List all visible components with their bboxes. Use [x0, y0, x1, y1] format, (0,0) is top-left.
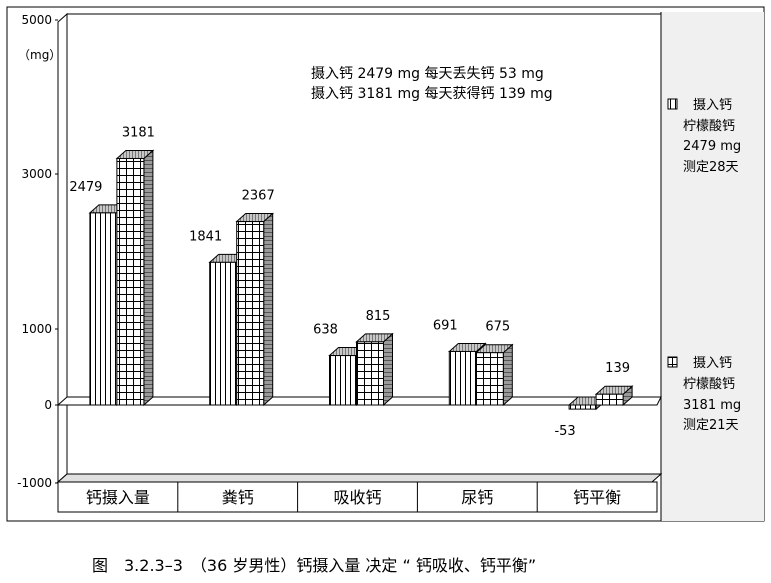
bar [115, 149, 155, 407]
bar-side [502, 343, 513, 407]
legend-1-line-3: 2479 mg [683, 139, 741, 154]
bar-front [209, 261, 238, 406]
bar-side [263, 212, 274, 407]
y-tick-label: 5000 [21, 13, 52, 27]
bar-front [568, 404, 597, 410]
bar-front [475, 352, 504, 406]
legend-1-line-2: 柠檬酸钙 [683, 119, 735, 134]
bar [235, 212, 275, 407]
legend-panel [661, 12, 764, 521]
category-label: 吸收钙 [333, 488, 381, 507]
data-label: 815 [366, 309, 391, 324]
legend-2-line-1: 摄入钙 [693, 356, 732, 371]
category-label: 粪钙 [222, 488, 254, 507]
bar-front [356, 341, 384, 406]
legend-2-line-2: 柠檬酸钙 [683, 377, 735, 392]
annotation-line-1: 摄入钙 2479 mg 每天丢失钙 53 mg [311, 66, 544, 82]
bar-front [448, 350, 477, 406]
data-label: 139 [605, 361, 630, 376]
data-label: 638 [313, 323, 338, 338]
bar-front [236, 221, 265, 406]
bars [88, 149, 634, 411]
data-labels: 2479 3181 1841 2367 638 815 691 675 -53 139 [69, 125, 630, 439]
bar-front [329, 355, 357, 406]
figure-caption: 图 3.2.3–3 （36 岁男性）钙摄入量 决定 “ 钙吸收、钙平衡” [92, 556, 537, 575]
bar-front [116, 157, 145, 406]
y-axis: 5000 3000 1000 0 -1000 [17, 13, 58, 490]
category-dividers [177, 482, 538, 512]
plot-floor [56, 473, 663, 483]
category-labels: 钙摄入量 粪钙 吸收钙 尿钙 钙平衡 [86, 488, 621, 507]
legend-item-2: 摄入钙 柠檬酸钙 3181 mg 测定21天 [667, 356, 741, 433]
category-axis-band [57, 481, 658, 513]
bar [474, 343, 514, 407]
category-label: 尿钙 [461, 488, 493, 507]
legend-swatch-1 [667, 98, 678, 110]
bar [355, 332, 394, 407]
data-label: 3181 [122, 125, 155, 140]
y-tick-label: 0 [44, 398, 52, 412]
bar-front [89, 212, 118, 406]
data-label: 691 [433, 318, 458, 333]
category-label: 钙摄入量 [86, 488, 150, 507]
annotation-line-2: 摄入钙 3181 mg 每天获得钙 139 mg [311, 85, 553, 102]
bar-front [595, 393, 624, 406]
legend-1-line-4: 测定28天 [683, 160, 739, 175]
legend-1-line-1: 摄入钙 [693, 98, 732, 113]
bar [594, 385, 634, 407]
legend-2-line-4: 测定21天 [683, 418, 739, 433]
y-tick-label: 3000 [21, 167, 52, 181]
y-tick-label: -1000 [17, 476, 52, 490]
data-label: 2367 [242, 189, 275, 204]
data-label: 2479 [69, 180, 102, 195]
y-tick-label: 1000 [21, 322, 52, 336]
legend-swatch-2 [667, 356, 678, 368]
legend-item-1: 摄入钙 柠檬酸钙 2479 mg 测定28天 [667, 98, 741, 175]
bar-side [383, 332, 393, 407]
legend-2-line-3: 3181 mg [683, 398, 741, 413]
plot-left-wall [57, 12, 68, 484]
data-label: -53 [554, 424, 575, 439]
data-label: 1841 [189, 229, 222, 244]
bar-side [143, 149, 154, 407]
y-unit-label: （mg） [18, 48, 61, 62]
data-label: 675 [485, 320, 510, 335]
category-label: 钙平衡 [573, 488, 621, 507]
